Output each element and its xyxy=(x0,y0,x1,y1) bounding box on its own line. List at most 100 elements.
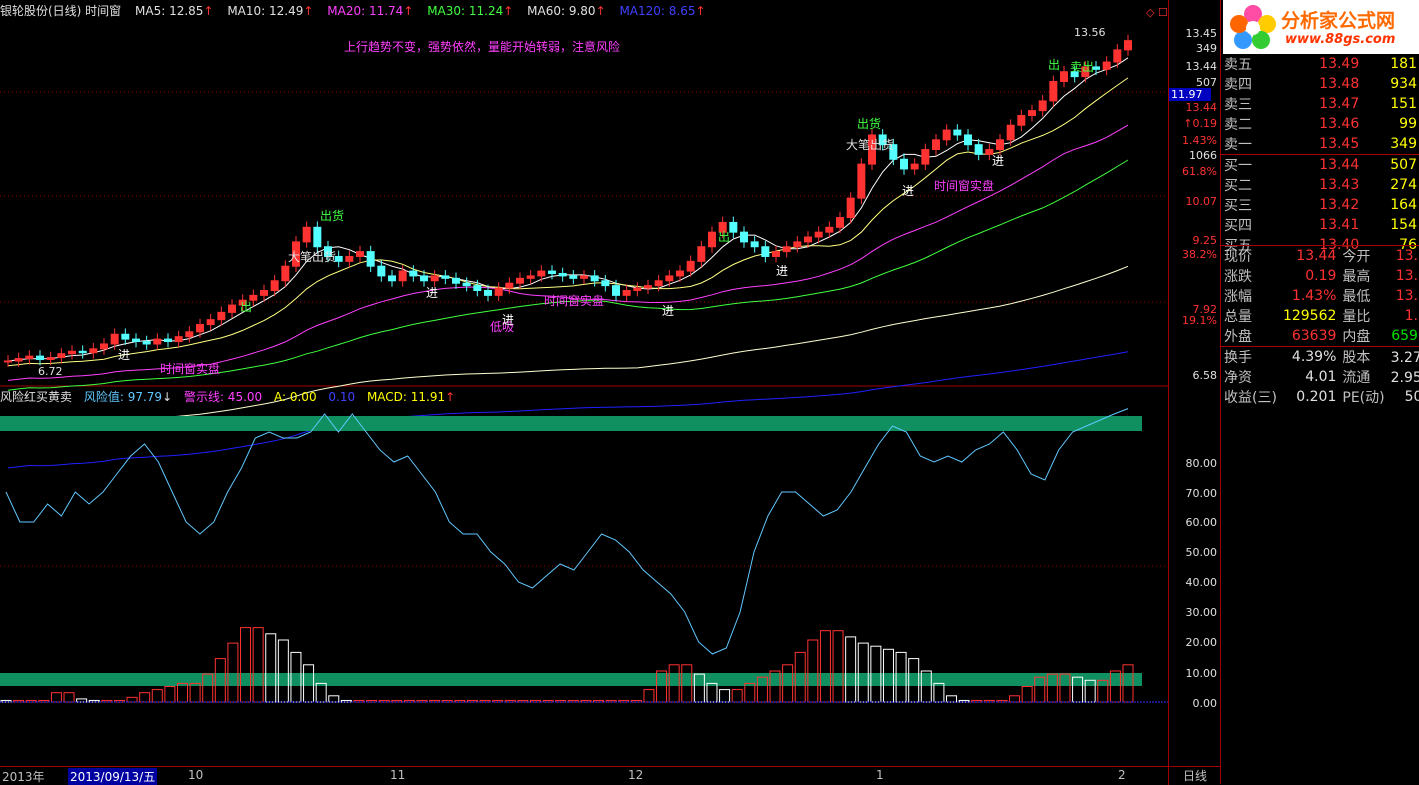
candle-body xyxy=(793,241,802,248)
fin-label: 净资 xyxy=(1224,370,1252,386)
bid-volume: 154 xyxy=(1390,217,1417,233)
bid-row[interactable]: 买五 13.40 76 xyxy=(1221,235,1419,255)
stat-value: 1.43% xyxy=(1291,288,1337,304)
candle-body xyxy=(142,341,151,345)
bid-volume: 507 xyxy=(1390,157,1417,173)
time-axis-month-2: 2 xyxy=(1118,768,1126,782)
signal-time-window-2: 时间窗实盘 xyxy=(544,294,605,308)
stat-label-2: 量比 xyxy=(1342,309,1371,325)
ask-row[interactable]: 卖一 13.45 349 xyxy=(1221,134,1419,155)
ma120-label: MA120: 8.65↑ xyxy=(619,4,706,18)
bid-label: 买五 xyxy=(1224,238,1252,254)
time-axis-month-11: 11 xyxy=(390,768,406,782)
macd-bar xyxy=(870,645,882,703)
candle-body xyxy=(164,338,172,343)
time-axis[interactable]: 2013年 2013/09/13/五 10 11 12 1 2 xyxy=(0,766,1168,785)
candle-body xyxy=(462,282,471,287)
stat-value: 129562 xyxy=(1282,308,1337,324)
time-axis-month-12: 12 xyxy=(628,768,644,782)
candle-body xyxy=(260,290,268,296)
macd-bar xyxy=(50,692,62,703)
macd-bar xyxy=(416,699,428,703)
candle-body xyxy=(409,270,418,277)
ma5-label: MA5: 12.85↑ xyxy=(135,4,214,18)
fin-label: 换手 xyxy=(1224,350,1252,366)
price-axis-label: 13.44 xyxy=(1185,60,1218,73)
high-label: 13.56 xyxy=(1074,26,1106,39)
price-axis-label: 9.25 xyxy=(1192,234,1218,247)
candle-body xyxy=(313,226,322,248)
candle-body xyxy=(110,333,119,345)
ask-row[interactable]: 卖五 13.49 181 xyxy=(1221,54,1419,74)
window-controls-icon[interactable]: ◇ ☐ xyxy=(1146,6,1168,19)
macd-bar xyxy=(845,636,857,703)
bid-row[interactable]: 买三 13.42 164 xyxy=(1221,195,1419,215)
ask-label: 卖二 xyxy=(1224,117,1252,133)
candle-body xyxy=(846,197,855,219)
stat-value: 63639 xyxy=(1291,328,1337,344)
macd-bar xyxy=(315,682,327,703)
candle-body xyxy=(676,270,684,277)
candle-body xyxy=(633,287,642,292)
ask-row[interactable]: 卖三 13.47 151 xyxy=(1221,94,1419,114)
ask-price: 13.46 xyxy=(1319,116,1360,132)
candle-body xyxy=(1060,71,1068,82)
ma-line-ma10 xyxy=(7,77,1129,367)
fin-label-2: PE(动) xyxy=(1342,390,1385,406)
bid-row[interactable]: 买二 13.43 274 xyxy=(1221,175,1419,195)
fin-value: 0.201 xyxy=(1296,389,1337,405)
candle-body xyxy=(953,129,962,136)
candle-body xyxy=(68,350,76,355)
candle-body xyxy=(697,246,706,262)
logo-url: www.88gs.com xyxy=(1285,32,1396,47)
candle-body xyxy=(1081,66,1090,78)
stat-label-2: 今开 xyxy=(1342,249,1371,265)
macd-bar xyxy=(189,682,201,703)
candle-body xyxy=(516,277,524,284)
stat-label-2: 最低 xyxy=(1342,289,1371,305)
ask-row[interactable]: 卖四 13.48 934 xyxy=(1221,74,1419,94)
candle-body xyxy=(878,134,887,146)
a-value: A: 0.00 xyxy=(274,390,317,404)
quote-stats: 现价 13.44 今开 13.20 涨跌 0.19 最高 13.56 涨幅 1.… xyxy=(1221,245,1419,407)
macd-bar xyxy=(328,695,340,703)
macd-bar xyxy=(1009,695,1021,703)
candle-body xyxy=(900,158,908,170)
signal-sell: 卖出 xyxy=(1070,60,1095,74)
candle-body xyxy=(804,236,812,243)
macd-bar xyxy=(176,682,188,703)
time-axis-cursor-date: 2013/09/13/五 xyxy=(68,768,158,785)
bid-row[interactable]: 买一 13.44 507 xyxy=(1221,154,1419,176)
candle-body xyxy=(334,255,343,262)
macd-bar xyxy=(618,699,630,703)
period-button[interactable]: 日线 xyxy=(1168,766,1221,785)
price-axis-label: 61.8% xyxy=(1182,165,1217,178)
candle-body xyxy=(206,319,215,326)
macd-bar xyxy=(1021,686,1033,703)
candle-body xyxy=(1102,61,1111,70)
macd-bar xyxy=(996,699,1008,703)
candle-body xyxy=(932,139,940,151)
ask-volume: 99 xyxy=(1399,116,1417,132)
price-axis-label: 19.1% xyxy=(1182,314,1217,327)
time-axis-year: 2013年 xyxy=(2,770,45,784)
macd-bar xyxy=(857,642,869,703)
ma-line-ma60 xyxy=(7,265,1129,430)
kline-chart-area[interactable]: 银轮股份(日线) 时间窗 MA5: 12.85↑ MA10: 12.49↑ MA… xyxy=(0,0,1168,766)
candle-body xyxy=(1092,66,1100,70)
signal-big-out-2: 大笔出货 xyxy=(846,138,895,152)
ask-row[interactable]: 卖二 13.46 99 xyxy=(1221,114,1419,134)
bid-row[interactable]: 买四 13.41 154 xyxy=(1221,215,1419,235)
price-axis-label: 1.43% xyxy=(1182,134,1217,147)
indicator-axis-label: 10.00 xyxy=(1185,667,1218,680)
trend-note: 上行趋势不变，强势依然，量能开始转弱，注意风险 xyxy=(344,40,621,54)
signal-big-out-1: 大笔出货 xyxy=(288,250,337,264)
stat-row: 外盘 63639 内盘 65923 xyxy=(1221,326,1419,347)
stat-row: 总量 129562 量比 1.25 xyxy=(1221,306,1419,326)
candle-body xyxy=(473,285,482,291)
candle-body xyxy=(1006,124,1015,141)
chart-svg xyxy=(0,34,1168,703)
indicator-axis-label: 60.00 xyxy=(1185,516,1218,529)
candle-body xyxy=(1124,40,1132,51)
low-label: 6.72 xyxy=(38,365,63,378)
